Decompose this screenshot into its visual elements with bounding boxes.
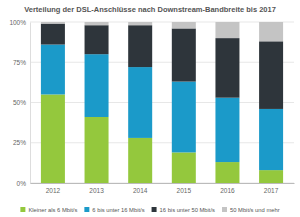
tick: 2017 xyxy=(264,187,279,194)
tick: 75% xyxy=(13,59,30,66)
chart: Verteilung der DSL-Anschlüsse nach Downs… xyxy=(0,0,300,217)
series xyxy=(41,22,283,41)
legend-label: 6 bis unter 16 Mbit/s xyxy=(92,207,144,213)
bar xyxy=(41,22,65,24)
bar xyxy=(128,22,152,25)
tick-label: 2014 xyxy=(133,187,148,194)
tick-label: 2015 xyxy=(177,187,192,194)
bar xyxy=(41,94,65,183)
legend-item: 50 Mbit/s und mehr xyxy=(222,207,280,213)
tick: 2014 xyxy=(133,187,148,194)
tick-label: 2013 xyxy=(89,187,104,194)
plot: 0% 25% 50% 75% 100% 2012 2013 2014 2015 2016 2017 xyxy=(9,19,294,194)
axis-line xyxy=(31,183,295,184)
series xyxy=(41,45,283,171)
legend-swatch xyxy=(84,207,89,212)
series xyxy=(41,94,283,183)
legend: Kleiner als 6 Mbit/s 6 bis unter 16 Mbit/… xyxy=(20,207,279,213)
tick-label: 25% xyxy=(13,139,26,146)
tick: 0% xyxy=(17,180,30,187)
tick-label: 0% xyxy=(17,180,27,187)
x-axis: 2012 2013 2014 2015 2016 2017 xyxy=(31,184,295,194)
legend-swatch xyxy=(20,207,25,212)
bar xyxy=(128,25,152,67)
title: Verteilung der DSL-Anschlüsse nach Downs… xyxy=(24,5,276,14)
bar xyxy=(172,82,196,153)
tick-label: 50% xyxy=(13,99,26,106)
bar xyxy=(85,54,109,117)
bar xyxy=(172,22,196,28)
bar xyxy=(172,152,196,183)
legend-item: 6 bis unter 16 Mbit/s xyxy=(84,207,144,213)
tick-label: 100% xyxy=(9,19,26,26)
tick: 2013 xyxy=(89,187,104,194)
tick: 2016 xyxy=(220,187,235,194)
bar xyxy=(85,117,109,183)
grid-line xyxy=(30,22,294,23)
tick: 25% xyxy=(13,139,30,146)
bar xyxy=(259,41,283,109)
legend-swatch xyxy=(152,207,157,212)
axis-line xyxy=(30,23,31,184)
bar xyxy=(215,162,239,183)
tick-label: 2016 xyxy=(220,187,235,194)
tick-label: 75% xyxy=(13,59,26,66)
tick: 50% xyxy=(13,99,30,106)
bar xyxy=(41,45,65,95)
legend-item: 16 bis unter 50 Mbit/s xyxy=(152,207,216,213)
bar xyxy=(259,22,283,41)
grid xyxy=(30,22,294,183)
series xyxy=(41,24,283,109)
bar xyxy=(85,25,109,54)
bar xyxy=(259,170,283,183)
bar xyxy=(172,28,196,81)
tick: 2015 xyxy=(177,187,192,194)
grid-line xyxy=(30,183,294,184)
bar xyxy=(215,22,239,38)
tick: 2012 xyxy=(46,187,61,194)
bar xyxy=(128,138,152,183)
bar xyxy=(85,22,109,25)
bar xyxy=(215,98,239,162)
bars xyxy=(41,22,283,183)
bar xyxy=(259,109,283,170)
bar xyxy=(128,67,152,138)
legend-label: 16 bis unter 50 Mbit/s xyxy=(160,207,216,213)
grid-line xyxy=(30,142,294,143)
legend-label: 50 Mbit/s und mehr xyxy=(230,207,280,213)
bar xyxy=(215,38,239,98)
y-axis: 0% 25% 50% 75% 100% xyxy=(9,19,30,187)
tick-label: 2017 xyxy=(264,187,279,194)
legend-item: Kleiner als 6 Mbit/s xyxy=(20,207,77,213)
tick: 100% xyxy=(9,19,30,26)
legend-swatch xyxy=(222,207,227,212)
grid-line xyxy=(30,102,294,103)
bar xyxy=(41,24,65,45)
legend-label: Kleiner als 6 Mbit/s xyxy=(28,207,77,213)
grid-line xyxy=(30,62,294,63)
tick-label: 2012 xyxy=(46,187,61,194)
